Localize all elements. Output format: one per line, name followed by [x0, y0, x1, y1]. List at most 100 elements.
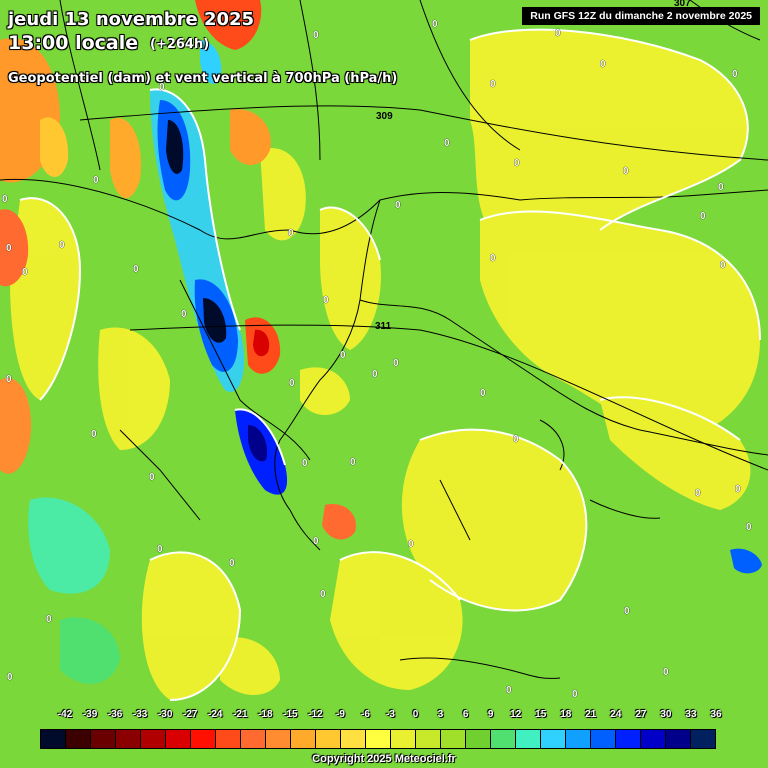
legend-swatch — [316, 730, 341, 748]
legend-swatch — [41, 730, 66, 748]
svg-text:0: 0 — [432, 19, 438, 30]
svg-text:0: 0 — [6, 243, 12, 254]
svg-text:0: 0 — [323, 295, 329, 306]
svg-text:0: 0 — [408, 539, 414, 550]
legend-swatch — [216, 730, 241, 748]
legend-tick-label: 0 — [412, 709, 419, 720]
svg-text:0: 0 — [372, 369, 378, 380]
svg-text:0: 0 — [718, 182, 724, 193]
legend-tick-label: -39 — [82, 709, 98, 720]
legend-tick-label: -24 — [208, 709, 223, 720]
svg-text:0: 0 — [229, 558, 235, 569]
svg-text:0: 0 — [91, 429, 97, 440]
svg-text:0: 0 — [746, 522, 752, 533]
svg-text:0: 0 — [2, 194, 8, 205]
legend-tick-label: 12 — [510, 709, 522, 720]
legend-tick-label: 18 — [560, 709, 572, 720]
legend-swatch — [66, 730, 91, 748]
svg-text:0: 0 — [393, 358, 399, 369]
svg-text:0: 0 — [732, 69, 738, 80]
svg-text:0: 0 — [490, 253, 496, 264]
legend-tick-label: 9 — [487, 709, 494, 720]
legend-tick-label: -33 — [132, 709, 148, 720]
svg-text:0: 0 — [695, 488, 701, 499]
legend-tick-label: 21 — [585, 709, 597, 720]
svg-text:0: 0 — [600, 59, 606, 70]
svg-text:0: 0 — [624, 606, 630, 617]
legend-tick-label: -27 — [182, 709, 198, 720]
svg-text:0: 0 — [555, 28, 561, 39]
legend-tick-label: 30 — [660, 709, 672, 720]
legend-swatch — [91, 730, 116, 748]
svg-text:0: 0 — [623, 166, 629, 177]
svg-text:0: 0 — [340, 350, 346, 361]
svg-text:0: 0 — [513, 434, 519, 445]
svg-text:0: 0 — [313, 536, 319, 547]
geopotential-labels: 309 311 — [375, 111, 393, 332]
svg-text:0: 0 — [288, 228, 294, 239]
svg-text:0: 0 — [480, 388, 486, 399]
legend-swatch — [166, 730, 191, 748]
legend-swatch — [366, 730, 391, 748]
orange-zones — [0, 0, 356, 540]
legend-swatch — [441, 730, 466, 748]
forecast-time: 13:00 locale — [8, 32, 139, 54]
legend-swatch — [341, 730, 366, 748]
svg-text:0: 0 — [514, 158, 520, 169]
svg-text:0: 0 — [320, 589, 326, 600]
svg-text:0: 0 — [444, 138, 450, 149]
blue-zones — [28, 40, 762, 684]
legend-swatch — [691, 730, 715, 748]
coastlines — [0, 0, 768, 679]
run-info-badge: Run GFS 12Z du dimanche 2 novembre 2025 — [522, 7, 760, 25]
svg-text:0: 0 — [490, 79, 496, 90]
svg-text:0: 0 — [720, 260, 726, 271]
svg-text:0: 0 — [93, 175, 99, 186]
svg-text:0: 0 — [395, 200, 401, 211]
svg-text:0: 0 — [735, 484, 741, 495]
legend-swatch — [641, 730, 666, 748]
legend-swatch — [666, 730, 691, 748]
svg-text:0: 0 — [663, 667, 669, 678]
svg-text:0: 0 — [506, 685, 512, 696]
legend-tick-label: -12 — [308, 709, 323, 720]
legend-swatch — [516, 730, 541, 748]
legend-swatch — [391, 730, 416, 748]
svg-text:0: 0 — [313, 30, 319, 41]
legend-tick-label: 3 — [437, 709, 444, 720]
legend-swatch — [466, 730, 491, 748]
contour-labels: 0 0 0 0 0 0 0 0 0 0 0 0 0 0 0 0 0 0 0 0 … — [2, 19, 753, 701]
legend-tick-label: -3 — [386, 709, 395, 720]
geopotential-label-307: 307 — [674, 0, 691, 9]
legend-swatch — [191, 730, 216, 748]
legend-swatches — [40, 729, 716, 749]
legend-tick-label: -9 — [335, 709, 345, 720]
legend-tick-label: -18 — [258, 709, 273, 720]
legend-swatch — [141, 730, 166, 748]
legend-swatch — [616, 730, 641, 748]
svg-text:0: 0 — [159, 82, 165, 93]
geopotential-label-311: 311 — [375, 321, 392, 332]
legend-tick-label: 6 — [462, 709, 469, 720]
svg-text:0: 0 — [46, 614, 52, 625]
svg-text:0: 0 — [181, 309, 187, 320]
lead-time: (+264h) — [150, 37, 210, 52]
svg-text:0: 0 — [289, 378, 295, 389]
svg-text:0: 0 — [157, 544, 163, 555]
legend-tick-label: 36 — [710, 709, 722, 720]
geopotential-label-309: 309 — [376, 111, 393, 122]
legend-swatch — [491, 730, 516, 748]
legend-tick-label: -21 — [233, 709, 248, 720]
legend-tick-label: -6 — [361, 709, 370, 720]
svg-text:0: 0 — [7, 672, 13, 683]
color-legend: -42 -39 -36 -33 -30 -27 -24 -21 -18 -15 -12 -9 -6 -3 0… — [40, 709, 722, 749]
legend-tick-label: 27 — [635, 709, 647, 720]
zero-contours — [19, 28, 761, 701]
legend-tick-label: -15 — [283, 709, 298, 720]
copyright: Copyright 2025 Meteociel.fr — [312, 753, 456, 765]
parameter-title: Geopotentiel (dam) et vent vertical à 70… — [8, 71, 398, 86]
legend-swatch — [241, 730, 266, 748]
svg-text:0: 0 — [6, 374, 12, 385]
legend-tick-label: 33 — [685, 709, 697, 720]
